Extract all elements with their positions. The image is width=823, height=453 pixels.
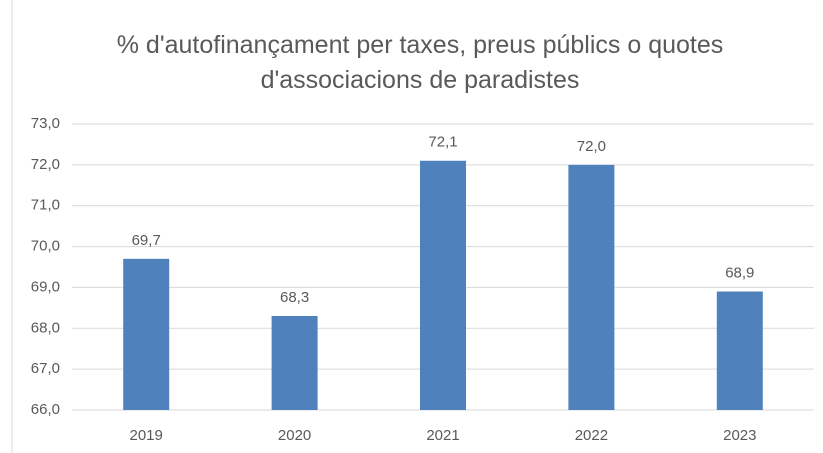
y-tick-label: 69,0 (31, 278, 60, 295)
y-tick-label: 71,0 (31, 197, 60, 214)
y-tick-label: 72,0 (31, 156, 60, 173)
bar (716, 291, 763, 410)
y-tick-label: 68,0 (31, 319, 60, 336)
chart-border (11, 0, 13, 453)
bar (123, 258, 170, 410)
bar (568, 164, 615, 410)
y-tick-label: 67,0 (31, 360, 60, 377)
y-tick-label: 70,0 (31, 238, 60, 255)
value-label: 69,7 (132, 232, 161, 249)
value-label: 68,9 (725, 264, 754, 281)
value-label: 72,1 (428, 134, 457, 151)
x-tick-label: 2021 (426, 427, 459, 444)
value-label: 72,0 (577, 138, 606, 155)
y-tick-label: 73,0 (31, 115, 60, 132)
x-tick-label: 2022 (575, 427, 608, 444)
chart-title: % d'autofinançament per taxes, preus púb… (116, 31, 724, 94)
y-tick-label: 66,0 (31, 401, 60, 418)
x-tick-label: 2020 (278, 427, 311, 444)
value-label: 68,3 (280, 289, 309, 306)
bar (420, 160, 466, 410)
bar (271, 316, 318, 410)
x-tick-label: 2019 (130, 427, 163, 444)
x-tick-label: 2023 (723, 427, 756, 444)
